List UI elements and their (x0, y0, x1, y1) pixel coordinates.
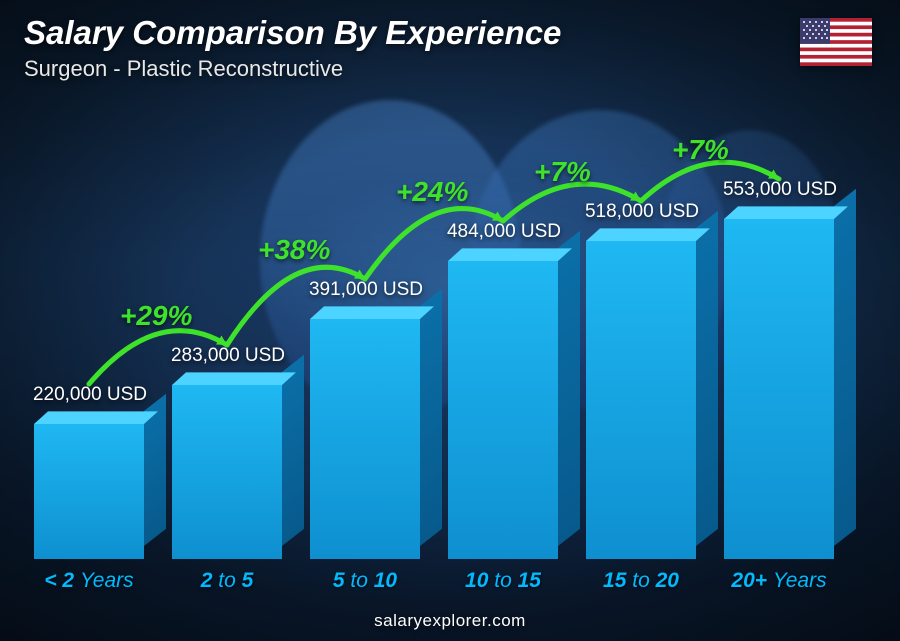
page-title: Salary Comparison By Experience (24, 14, 561, 52)
salary-bar-chart: < 2 Years220,000 USD2 to 5283,000 USD5 t… (20, 90, 860, 593)
bar (310, 319, 420, 559)
x-axis-label: 20+ Years (710, 569, 848, 593)
footer-source: salaryexplorer.com (0, 611, 900, 631)
bar (34, 424, 144, 559)
bar-front-face (34, 424, 144, 559)
percent-increase-label: +24% (396, 176, 468, 208)
percent-increase-label: +29% (120, 300, 192, 332)
page-subtitle: Surgeon - Plastic Reconstructive (24, 56, 343, 82)
bar-front-face (724, 219, 834, 559)
bar (448, 261, 558, 559)
percent-increase-label: +38% (258, 234, 330, 266)
percent-increase-label: +7% (672, 134, 729, 166)
x-axis-label: < 2 Years (20, 569, 158, 593)
bar (724, 219, 834, 559)
x-axis-label: 2 to 5 (158, 569, 296, 593)
x-axis-label: 10 to 15 (434, 569, 572, 593)
content-layer: Salary Comparison By Experience Surgeon … (0, 0, 900, 641)
bar (586, 241, 696, 559)
bar-front-face (448, 261, 558, 559)
bar-side-face (834, 189, 856, 546)
bar-front-face (310, 319, 420, 559)
percent-increase-label: +7% (534, 156, 591, 188)
x-axis-label: 5 to 10 (296, 569, 434, 593)
bar-top-face (34, 411, 158, 424)
bar-front-face (586, 241, 696, 559)
x-axis-label: 15 to 20 (572, 569, 710, 593)
flag-usa-icon (800, 18, 872, 66)
